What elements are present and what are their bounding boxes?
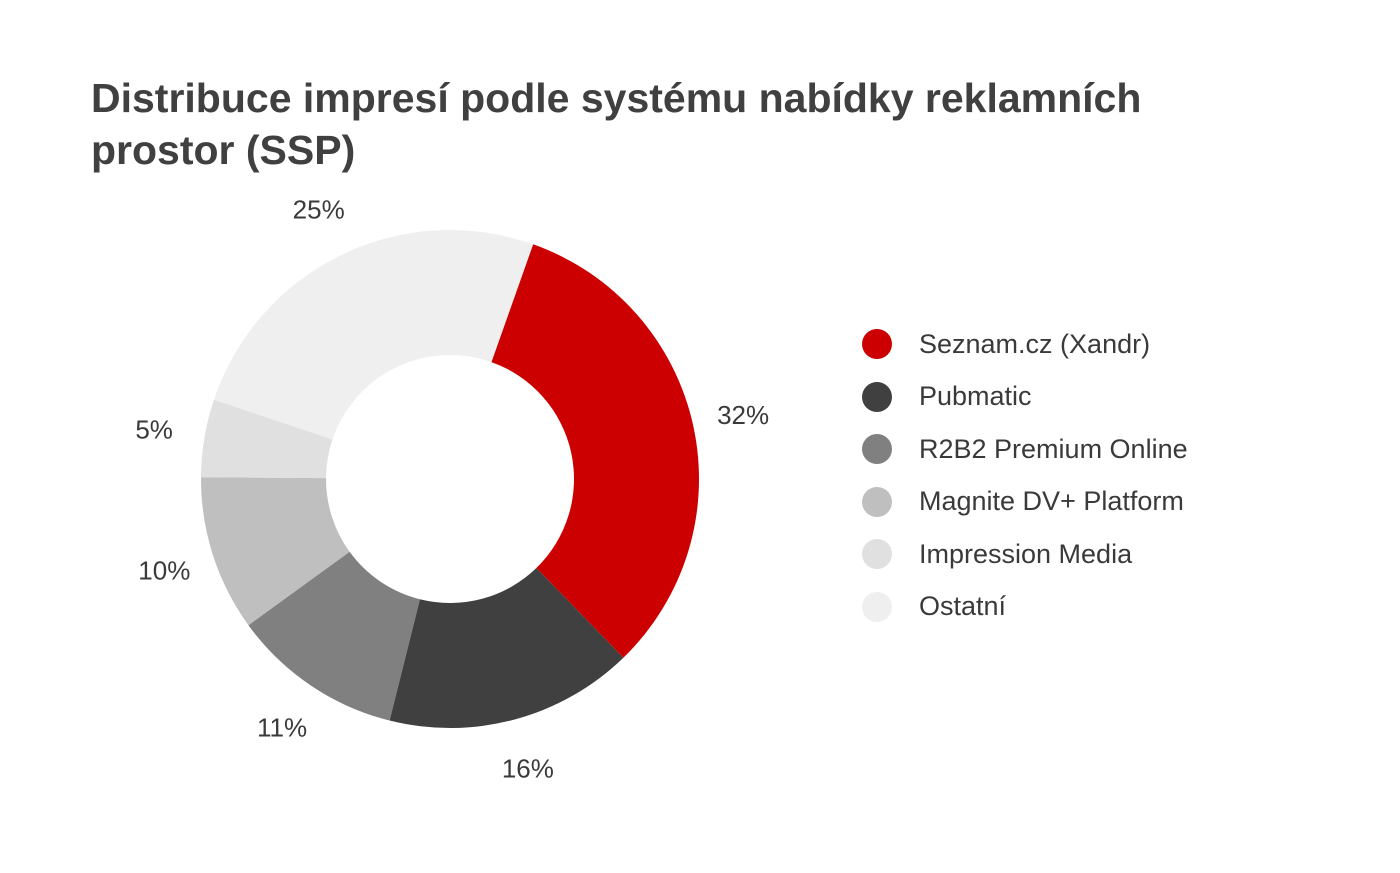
legend-item: Ostatní (862, 581, 1188, 634)
donut-slice (389, 567, 624, 728)
legend-swatch-icon (862, 539, 892, 570)
slice-percent-label: 32% (717, 400, 769, 430)
legend-item: Seznam.cz (Xandr) (862, 318, 1188, 371)
slice-percent-label: 25% (293, 194, 345, 224)
chart-title: Distribuce impresí podle systému nabídky… (91, 75, 1142, 173)
chart-legend: Seznam.cz (Xandr) Pubmatic R2B2 Premium On… (862, 318, 1188, 633)
legend-label: Pubmatic (919, 381, 1032, 412)
donut-slice (491, 244, 699, 658)
slice-percent-label: 11% (257, 713, 307, 743)
legend-swatch-icon (862, 591, 892, 622)
slice-percent-label: 16% (502, 754, 554, 784)
legend-label: Magnite DV+ Platform (919, 486, 1184, 517)
donut-slice (248, 551, 420, 721)
legend-item: R2B2 Premium Online (862, 423, 1188, 476)
donut-slice (201, 399, 333, 479)
donut-slice (213, 230, 534, 440)
legend-label: Impression Media (919, 538, 1133, 569)
legend-label: Ostatní (919, 591, 1007, 622)
legend-label: R2B2 Premium Online (919, 433, 1188, 464)
legend-label: Seznam.cz (Xandr) (919, 328, 1151, 359)
slice-percent-label: 5% (135, 414, 173, 444)
slice-percent-label: 10% (138, 556, 190, 586)
legend-swatch-icon (862, 329, 892, 360)
legend-item: Pubmatic (862, 371, 1188, 424)
legend-swatch-icon (862, 381, 892, 412)
legend-swatch-icon (862, 486, 892, 517)
donut-slice (201, 477, 350, 626)
legend-swatch-icon (862, 434, 892, 465)
legend-item: Magnite DV+ Platform (862, 476, 1188, 529)
legend-item: Impression Media (862, 528, 1188, 581)
